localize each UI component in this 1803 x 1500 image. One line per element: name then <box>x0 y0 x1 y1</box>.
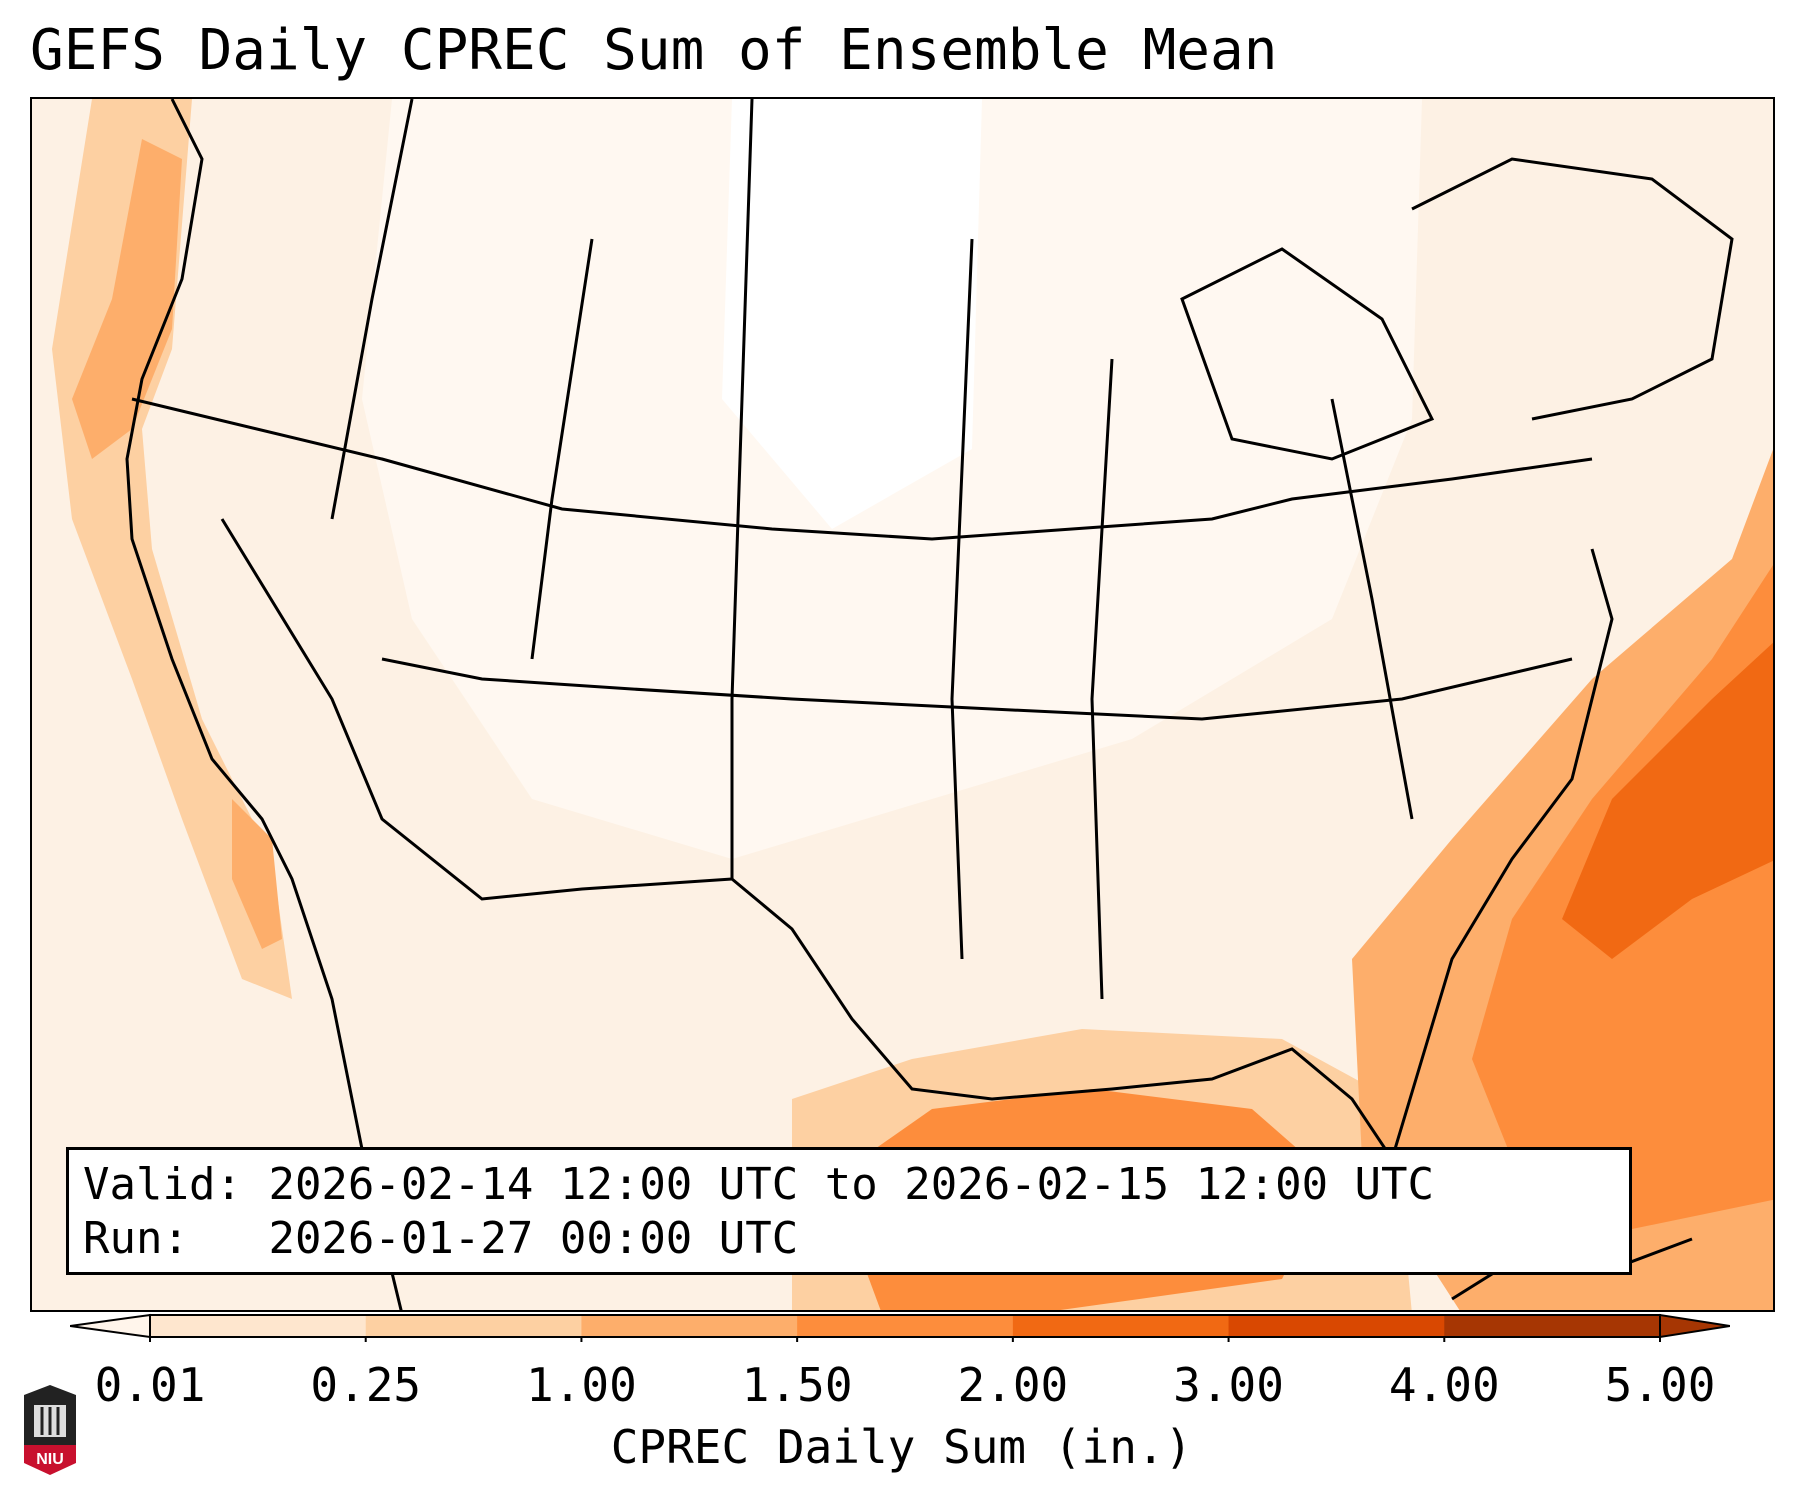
kansas-border <box>730 99 754 879</box>
northeast-canada-border <box>1411 157 1734 421</box>
great-lakes <box>1180 247 1435 461</box>
colorbar-segment <box>150 1315 367 1337</box>
colorbar-min-extend-arrow <box>70 1313 151 1339</box>
colorbar-segment <box>581 1315 798 1337</box>
northern-plains-dry <box>722 99 982 529</box>
colorbar-tick-label: 4.00 <box>1388 1358 1500 1412</box>
run-value: 2026-01-27 00:00 UTC <box>268 1213 799 1264</box>
southwest-border <box>220 518 733 901</box>
colorbar-segment <box>1228 1315 1445 1337</box>
wyoming-border <box>530 238 594 660</box>
northern-state-line <box>131 397 1593 541</box>
atlantic-heavy-precip <box>1562 642 1773 959</box>
colorbar-max-extend-arrow <box>1659 1313 1730 1339</box>
map-canvas <box>32 99 1773 1310</box>
gulf-coastline <box>731 877 1394 1160</box>
colorbar-tick-label: 2.00 <box>957 1358 1069 1412</box>
run-label: Run: <box>83 1213 189 1264</box>
colorbar-label: CPREC Daily Sum (in.) <box>610 1420 1193 1474</box>
valid-run-info-box: Valid: 2026-02-14 12:00 UTC to 2026-02-1… <box>66 1147 1632 1275</box>
valid-label: Valid: <box>83 1159 242 1210</box>
colorbar-segment <box>1444 1315 1661 1337</box>
pacific-coastline <box>125 99 403 1310</box>
central-state-line <box>381 657 1573 721</box>
colorbar-ticks <box>149 1337 1661 1342</box>
colorbar-segment <box>1012 1315 1230 1337</box>
mississippi-valley-line <box>950 238 974 960</box>
colorbar-segment <box>365 1315 582 1337</box>
colorbar-tick-label: 1.00 <box>526 1358 637 1412</box>
appalachian-line <box>1330 398 1414 820</box>
logo-banner <box>24 1445 76 1475</box>
colorbar <box>70 1313 1730 1342</box>
pacific-northwest-precip <box>72 139 182 459</box>
eastern-state-line <box>1090 358 1114 1000</box>
atlantic-coastline <box>1390 548 1614 1160</box>
colorbar-tick-label: 0.01 <box>94 1358 206 1412</box>
valid-value: 2026-02-14 12:00 UTC to 2026-02-15 12:00… <box>268 1159 1435 1210</box>
colorbar-tick-label: 1.50 <box>741 1358 853 1412</box>
colorbar-outline <box>149 1314 1661 1338</box>
logo-text: NIU <box>36 1451 64 1468</box>
political-boundaries <box>125 99 1734 1310</box>
colorbar-tick-label: 3.00 <box>1173 1358 1284 1412</box>
map-title: GEFS Daily CPREC Sum of Ensemble Mean <box>30 18 1278 83</box>
precipitation-map <box>30 97 1775 1312</box>
colorbar-tick-label: 5.00 <box>1604 1358 1716 1412</box>
idaho-border <box>330 99 414 520</box>
colorbar-segment <box>797 1315 1014 1337</box>
niu-logo: NIU <box>24 1385 76 1475</box>
colorbar-segments <box>150 1315 1661 1337</box>
colorbar-tick-label: 0.25 <box>310 1358 422 1412</box>
